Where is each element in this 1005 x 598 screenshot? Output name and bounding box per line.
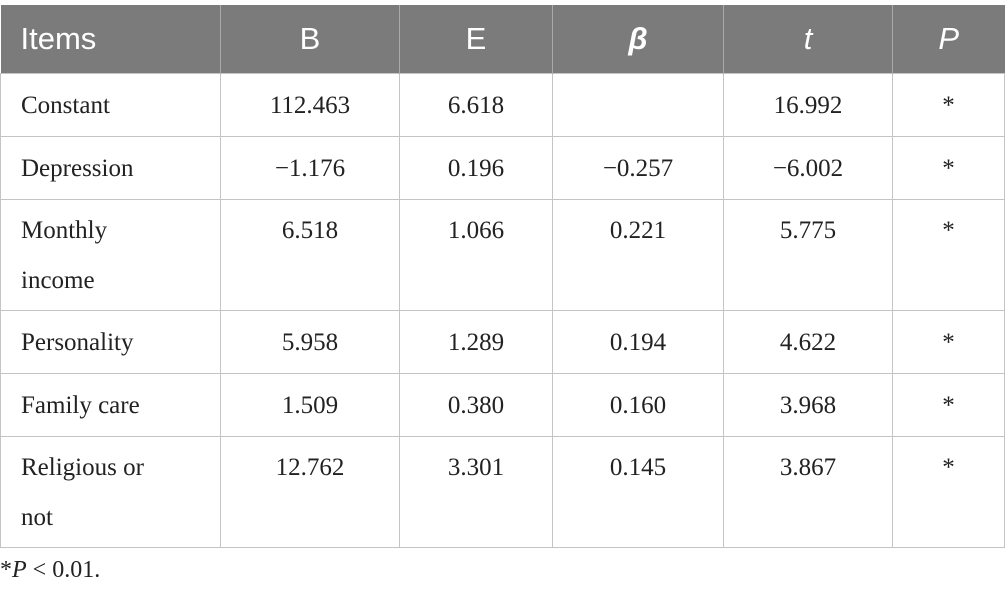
cell-item-line2: income [21, 267, 95, 294]
header-p: P [892, 5, 1005, 74]
cell-t: 5.775 [723, 199, 893, 311]
cell-e: 0.196 [399, 136, 553, 200]
cell-b: 6.518 [220, 199, 400, 311]
cell-item: Religious or not [0, 436, 221, 548]
cell-item: Constant [0, 73, 221, 137]
cell-e: 1.066 [399, 199, 553, 311]
cell-p: * [892, 73, 1005, 137]
cell-p: * [892, 373, 1005, 437]
footnote-star: * [0, 557, 12, 583]
header-e: E [399, 5, 553, 74]
table-row: Personality 5.958 1.289 0.194 4.622 * [0, 310, 1005, 374]
table-footnote: *P < 0.01. [0, 557, 100, 584]
header-beta: β [552, 5, 724, 74]
cell-t: −6.002 [723, 136, 893, 200]
table-row: Family care 1.509 0.380 0.160 3.968 * [0, 373, 1005, 437]
table-row: Depression −1.176 0.196 −0.257 −6.002 * [0, 136, 1005, 200]
footnote-p-symbol: P [12, 557, 27, 583]
cell-b: 112.463 [220, 73, 400, 137]
cell-e: 0.380 [399, 373, 553, 437]
cell-t: 4.622 [723, 310, 893, 374]
header-t: t [723, 5, 893, 74]
cell-b: −1.176 [220, 136, 400, 200]
cell-item: Family care [0, 373, 221, 437]
table-row: Religious or not 12.762 3.301 0.145 3.86… [0, 436, 1005, 548]
header-b: B [220, 5, 400, 74]
header-row: Items B E β t P [0, 5, 1005, 74]
cell-e: 3.301 [399, 436, 553, 548]
cell-e: 6.618 [399, 73, 553, 137]
regression-table: Items B E β t P Constant 112.463 6.618 1… [0, 5, 1005, 548]
cell-t: 16.992 [723, 73, 893, 137]
cell-t: 3.867 [723, 436, 893, 548]
header-items: Items [0, 5, 221, 74]
regression-table-container: Items B E β t P Constant 112.463 6.618 1… [0, 5, 1005, 548]
cell-beta: 0.221 [552, 199, 724, 311]
cell-p: * [892, 436, 1005, 548]
table-row: Monthly income 6.518 1.066 0.221 5.775 * [0, 199, 1005, 311]
cell-item: Depression [0, 136, 221, 200]
cell-p: * [892, 199, 1005, 311]
cell-t: 3.968 [723, 373, 893, 437]
cell-item-line1: Monthly [21, 217, 108, 244]
cell-beta: −0.257 [552, 136, 724, 200]
cell-b: 1.509 [220, 373, 400, 437]
footnote-threshold: < 0.01. [26, 557, 101, 583]
cell-item-line2: not [21, 504, 53, 531]
cell-p: * [892, 310, 1005, 374]
cell-e: 1.289 [399, 310, 553, 374]
cell-beta: 0.160 [552, 373, 724, 437]
cell-item: Monthly income [0, 199, 221, 311]
cell-beta: 0.194 [552, 310, 724, 374]
cell-item: Personality [0, 310, 221, 374]
table-row: Constant 112.463 6.618 16.992 * [0, 73, 1005, 137]
cell-beta: 0.145 [552, 436, 724, 548]
cell-p: * [892, 136, 1005, 200]
cell-beta [552, 73, 724, 137]
cell-b: 5.958 [220, 310, 400, 374]
cell-item-line1: Religious or [21, 454, 144, 481]
cell-b: 12.762 [220, 436, 400, 548]
